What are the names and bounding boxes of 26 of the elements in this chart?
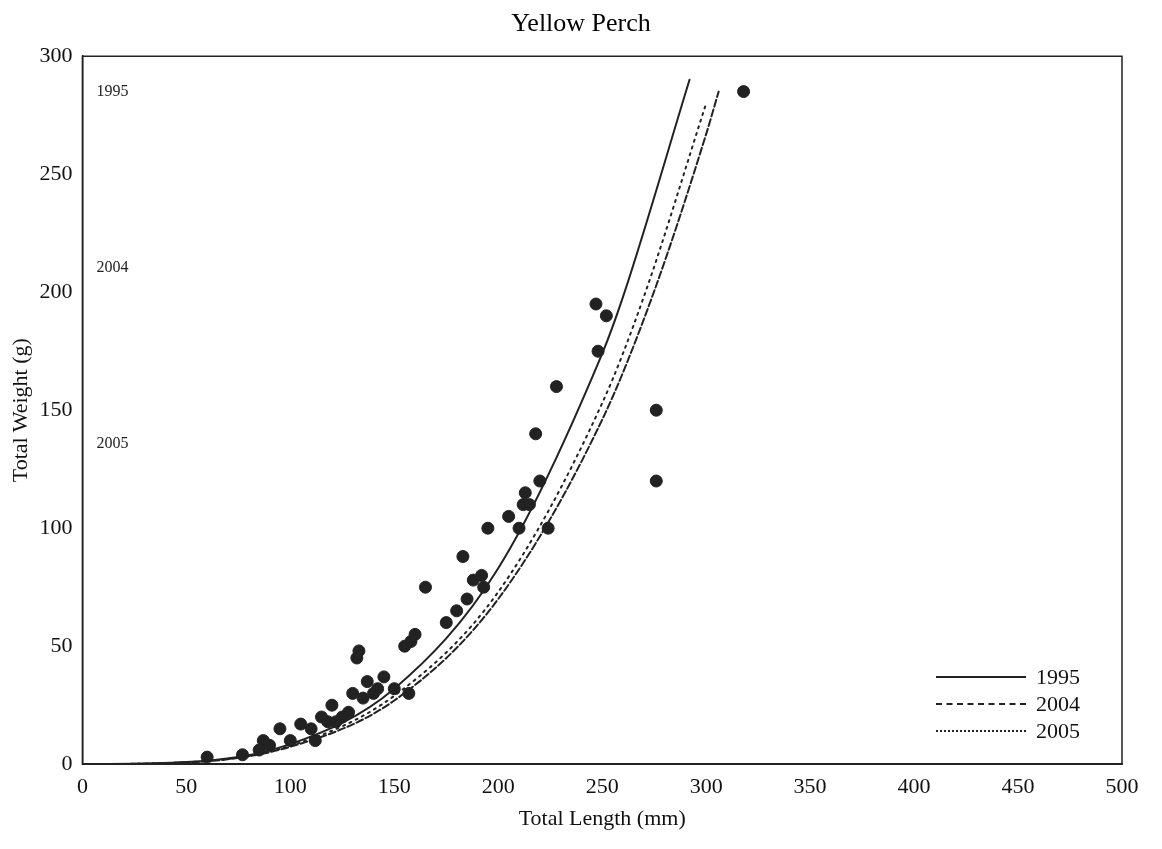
x-tick-label: 50: [175, 773, 198, 799]
legend-label: 2004: [1036, 690, 1080, 718]
annotation: 2005: [96, 434, 129, 452]
x-axis-title: Total Length (mm): [518, 804, 686, 830]
legend-label: 1995: [1036, 663, 1080, 691]
y-tick-label: 0: [61, 749, 73, 775]
x-tick-label: 100: [273, 773, 307, 799]
y-tick-label: 100: [39, 513, 73, 539]
y-tick-label: 250: [39, 159, 73, 185]
annotation: 2004: [96, 258, 129, 276]
legend-label: 2005: [1036, 717, 1080, 745]
annotation: 1995: [96, 82, 129, 100]
x-tick-label: 200: [481, 773, 515, 799]
chart-title: Yellow Perch: [510, 8, 652, 39]
x-tick-label: 250: [585, 773, 619, 799]
y-tick-label: 200: [39, 277, 73, 303]
x-tick-label: 150: [377, 773, 411, 799]
y-tick-label: 150: [39, 395, 73, 421]
y-tick-label: 50: [50, 631, 73, 657]
x-tick-label: 500: [1105, 773, 1139, 799]
y-axis-title: Total Weight (g): [6, 338, 32, 483]
x-tick-label: 400: [897, 773, 931, 799]
y-tick-label: 300: [39, 41, 73, 67]
x-tick-label: 450: [1001, 773, 1035, 799]
x-tick-label: 350: [793, 773, 827, 799]
x-tick-label: 300: [689, 773, 723, 799]
